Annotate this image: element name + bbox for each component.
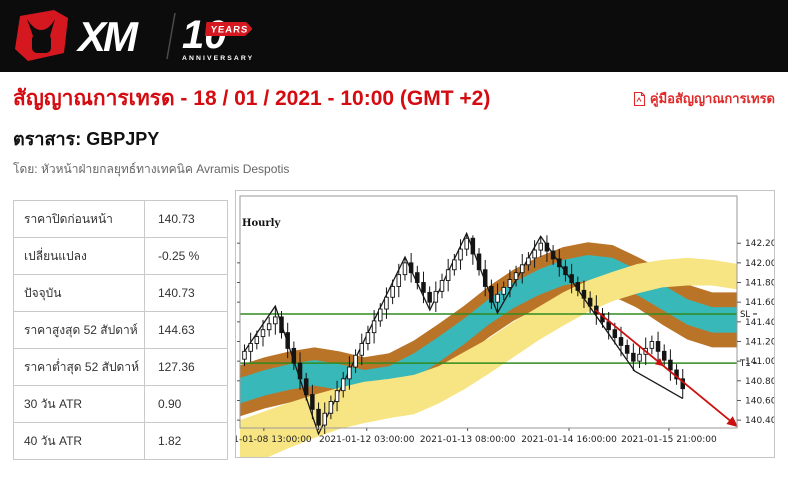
pdf-icon — [633, 91, 645, 106]
svg-text:2021-01-14 16:00:00: 2021-01-14 16:00:00 — [521, 435, 617, 445]
brand-wordmark: XM — [76, 13, 139, 60]
svg-text:140.40: 140.40 — [745, 416, 774, 426]
table-row: เปลี่ยนแปลง -0.25 % — [13, 237, 228, 276]
stats-table: ราคาปิดก่อนหน้า 140.73 เปลี่ยนแปลง -0.25 % ป… — [13, 200, 228, 461]
candlestick-chart-svg: SL T1 142.20 142.00 141.80 141.60 141.40 141.20… — [236, 195, 774, 458]
svg-text:141.00: 141.00 — [745, 357, 774, 367]
stat-label: 30 วัน ATR — [13, 385, 145, 424]
stat-label: เปลี่ยนแปลง — [13, 237, 145, 276]
stat-value: 140.73 — [144, 200, 228, 239]
svg-text:Hourly: Hourly — [242, 218, 281, 229]
svg-text:SL: SL — [740, 310, 750, 320]
price-chart: SL T1 142.20 142.00 141.80 141.60 141.40 141.20… — [235, 190, 775, 459]
svg-text:142.00: 142.00 — [745, 259, 774, 269]
stat-label: ปัจจุบัน — [13, 274, 145, 313]
stat-value: 1.82 — [144, 422, 228, 461]
stat-label: 40 วัน ATR — [13, 422, 145, 461]
table-row: ราคาสูงสุด 52 สัปดาห์ 144.63 — [13, 311, 228, 350]
stat-value: 140.73 — [144, 274, 228, 313]
table-row: ปัจจุบัน 140.73 — [13, 274, 228, 313]
top-bar: XM 10 YEARS ANNIVERSARY — [0, 0, 788, 72]
signal-manual-link[interactable]: คู่มือสัญญาณการเทรด — [633, 88, 775, 109]
svg-text:140.80: 140.80 — [745, 377, 774, 387]
svg-text:T1: T1 — [739, 359, 751, 369]
bull-icon — [15, 10, 68, 61]
stat-label: ราคาปิดก่อนหน้า — [13, 200, 145, 239]
svg-text:2021-01-08 13:00:00: 2021-01-08 13:00:00 — [236, 435, 312, 445]
analyst-byline: โดย: หัวหน้าฝ่ายกลยุทธ์ทางเทคนิค Avramis… — [13, 162, 290, 177]
stat-value: -0.25 % — [144, 237, 228, 276]
instrument-title: ตราสาร: GBPJPY — [13, 129, 160, 150]
svg-text:140.60: 140.60 — [745, 397, 774, 407]
svg-text:142.20: 142.20 — [745, 239, 774, 249]
svg-text:2021-01-13 08:00:00: 2021-01-13 08:00:00 — [420, 435, 516, 445]
svg-text:2021-01-12 03:00:00: 2021-01-12 03:00:00 — [319, 435, 415, 445]
stats-table-body: ราคาปิดก่อนหน้า 140.73 เปลี่ยนแปลง -0.25 % ป… — [13, 200, 228, 461]
table-row: ราคาปิดก่อนหน้า 140.73 — [13, 200, 228, 239]
page-title: สัญญาณการเทรด - 18 / 01 / 2021 - 10:00 (… — [13, 87, 491, 110]
svg-text:YEARS: YEARS — [210, 25, 249, 36]
manual-link-label: คู่มือสัญญาณการเทรด — [649, 91, 775, 106]
table-row: 30 วัน ATR 0.90 — [13, 385, 228, 424]
anniversary-label: ANNIVERSARY — [182, 55, 252, 62]
svg-text:141.20: 141.20 — [745, 338, 774, 348]
svg-text:141.80: 141.80 — [745, 279, 774, 289]
logo-divider — [166, 12, 176, 60]
stat-label: ราคาต่ำสุด 52 สัปดาห์ — [13, 348, 145, 387]
table-row: ราคาต่ำสุด 52 สัปดาห์ 127.36 — [13, 348, 228, 387]
stat-value: 144.63 — [144, 311, 228, 350]
svg-text:141.40: 141.40 — [745, 318, 774, 328]
svg-text:2021-01-15 21:00:00: 2021-01-15 21:00:00 — [621, 435, 717, 445]
svg-text:141.60: 141.60 — [745, 298, 774, 308]
xm-logo[interactable]: XM 10 YEARS ANNIVERSARY — [12, 7, 252, 65]
stat-value: 127.36 — [144, 348, 228, 387]
stat-value: 0.90 — [144, 385, 228, 424]
content-area: สัญญาณการเทรด - 18 / 01 / 2021 - 10:00 (… — [0, 72, 788, 461]
table-row: 40 วัน ATR 1.82 — [13, 422, 228, 461]
stat-label: ราคาสูงสุด 52 สัปดาห์ — [13, 311, 145, 350]
years-ribbon: YEARS — [204, 22, 252, 36]
